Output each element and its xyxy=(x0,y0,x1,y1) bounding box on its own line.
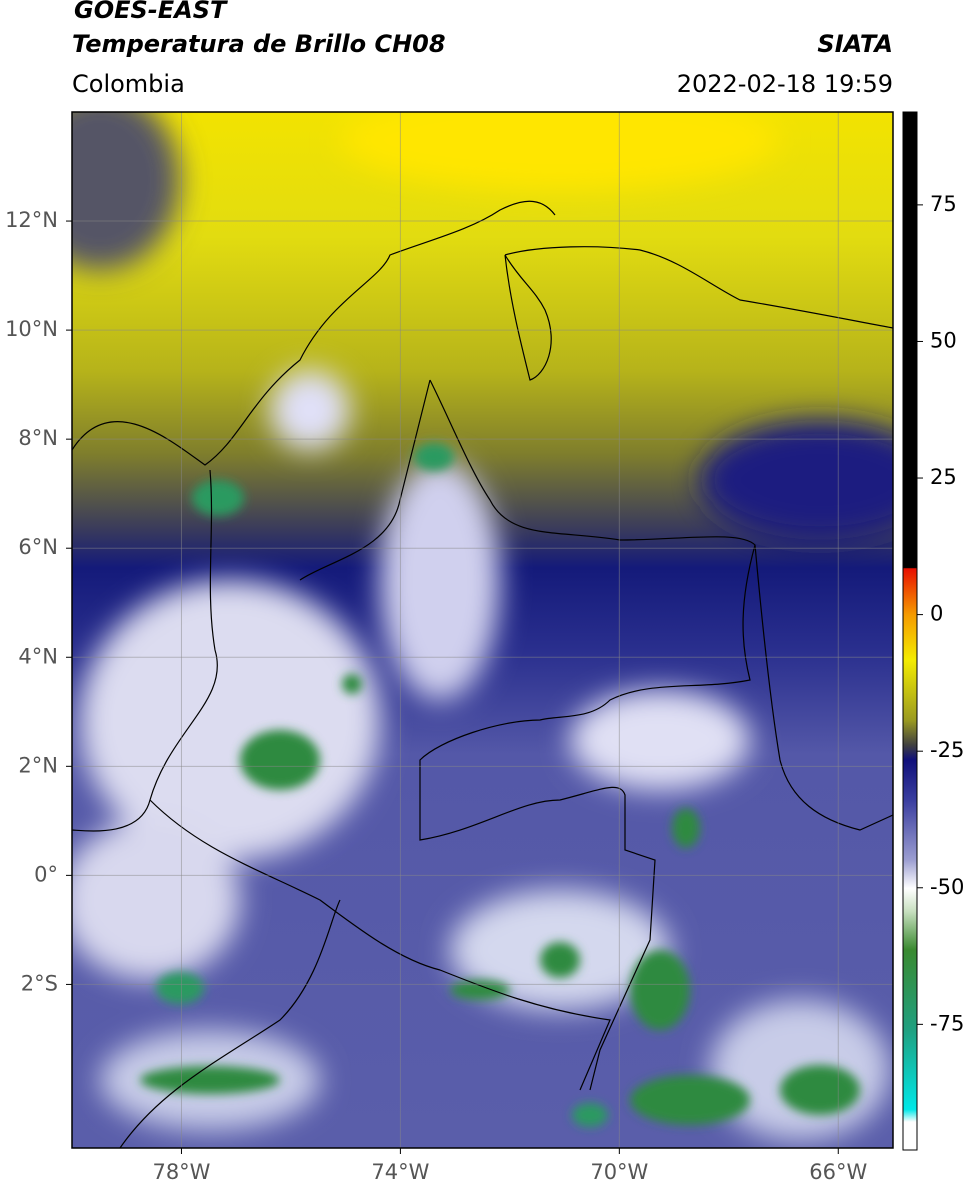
colorbar-tick-label: 75 xyxy=(930,192,957,216)
colorbar-tick-label: 25 xyxy=(930,465,957,489)
y-tick-label: 6°N xyxy=(18,535,58,559)
source: SIATA xyxy=(817,30,893,58)
region: Colombia xyxy=(72,70,185,98)
colorbar-tick-label: -75 xyxy=(930,1011,964,1035)
product: Temperatura de Brillo CH08 xyxy=(72,30,446,58)
y-tick-label: 2°S xyxy=(21,971,58,995)
y-tick-label: 4°N xyxy=(18,644,58,668)
satellite: GOES-EAST xyxy=(74,0,227,24)
colorbar xyxy=(902,111,918,1151)
colorbar-tick-label: 50 xyxy=(930,328,957,352)
x-tick-label: 74°W xyxy=(371,1160,429,1184)
datetime: 2022-02-18 19:59 xyxy=(676,70,893,98)
y-tick-label: 8°N xyxy=(18,426,58,450)
y-tick-label: 0° xyxy=(34,862,58,886)
colorbar-tick-label: -50 xyxy=(930,875,964,899)
map-frame xyxy=(71,111,894,1149)
y-tick-label: 10°N xyxy=(5,317,58,341)
colorbar-tick-label: 0 xyxy=(930,602,943,626)
graticule xyxy=(66,112,893,1154)
imagery xyxy=(72,112,893,1148)
colorbar-tick-label: -25 xyxy=(930,738,964,762)
y-tick-label: 12°N xyxy=(5,208,58,232)
x-tick-label: 70°W xyxy=(590,1160,648,1184)
y-tick-label: 2°N xyxy=(18,753,58,777)
x-tick-label: 66°W xyxy=(809,1160,867,1184)
x-tick-label: 78°W xyxy=(152,1160,210,1184)
